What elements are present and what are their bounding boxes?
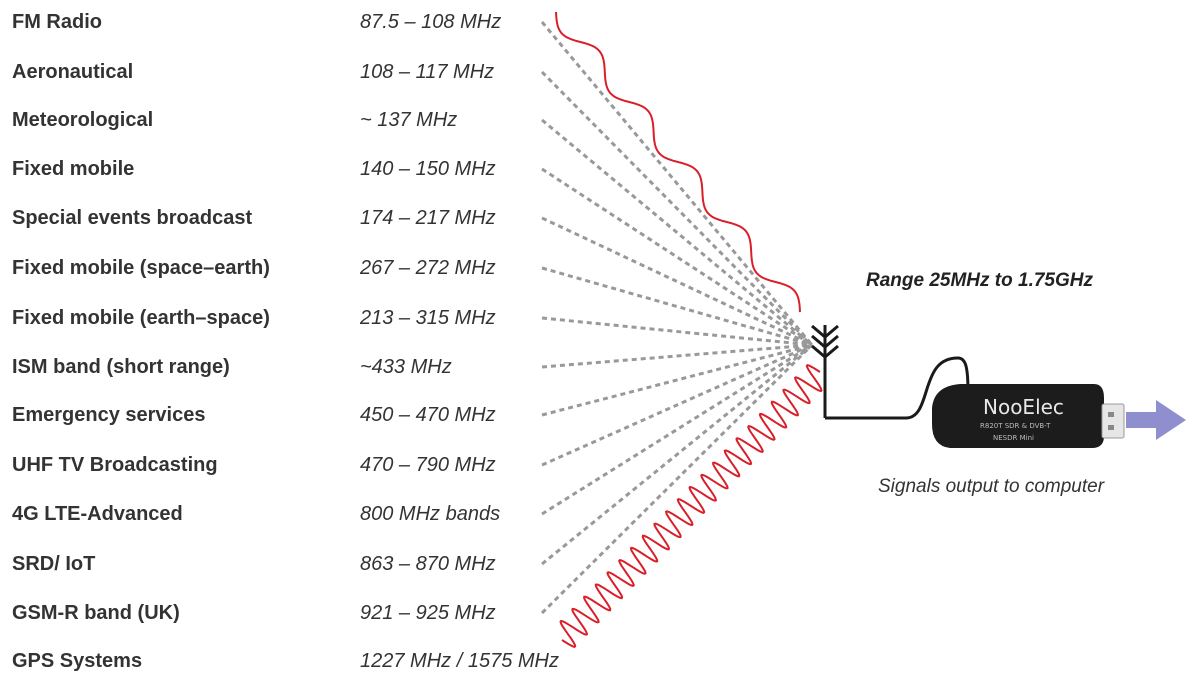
dongle-model: R820T SDR & DVB-T (980, 422, 1051, 430)
band-service: Special events broadcast (12, 207, 253, 229)
band-service: Meteorological (12, 109, 154, 131)
band-row: FM Radio 87.5 – 108 MHz (0, 7, 620, 37)
low-frequency-wave (555, 11, 801, 313)
band-row: Fixed mobile (space–earth) 267 – 272 MHz (0, 253, 620, 283)
band-frequency: 800 MHz bands (360, 503, 501, 525)
band-row: Special events broadcast 174 – 217 MHz (0, 203, 620, 233)
band-frequency: 108 – 117 MHz (360, 61, 495, 83)
band-service: FM Radio (12, 11, 102, 33)
band-row: Fixed mobile 140 – 150 MHz (0, 154, 620, 184)
signal-line (541, 167, 813, 347)
right-arrow-icon (1126, 400, 1186, 440)
band-row: Meteorological ~ 137 MHz (0, 105, 620, 135)
band-row: GPS Systems 1227 MHz / 1575 MHz (0, 646, 620, 676)
dongle-brand: NooElec (983, 395, 1064, 419)
band-service: 4G LTE-Advanced (12, 503, 183, 525)
usb-pin (1108, 425, 1114, 430)
high-frequency-wave (559, 363, 823, 649)
band-service: GSM-R band (UK) (12, 602, 180, 624)
band-frequency: 213 – 315 MHz (360, 307, 496, 329)
signal-line (541, 266, 813, 347)
band-row: UHF TV Broadcasting 470 – 790 MHz (0, 450, 620, 480)
band-frequency: 174 – 217 MHz (360, 207, 496, 229)
band-frequency: 87.5 – 108 MHz (360, 11, 502, 33)
band-frequency: 140 – 150 MHz (360, 158, 496, 180)
band-frequency: ~ 137 MHz (360, 109, 458, 131)
signal-lines (540, 21, 814, 615)
signal-line (541, 343, 813, 369)
band-frequency: 470 – 790 MHz (360, 454, 496, 476)
band-row: 4G LTE-Advanced 800 MHz bands (0, 499, 620, 529)
band-row: Fixed mobile (earth–space) 213 – 315 MHz (0, 303, 620, 333)
band-row: ISM band (short range) ~433 MHz (0, 352, 620, 382)
signal-line (540, 21, 814, 346)
signal-line (540, 70, 814, 347)
band-service: GPS Systems (12, 650, 143, 672)
band-frequency: ~433 MHz (360, 356, 452, 378)
band-service: Fixed mobile (space–earth) (12, 257, 270, 279)
band-row: GSM-R band (UK) 921 – 925 MHz (0, 598, 620, 628)
signal-line (541, 343, 813, 566)
range-label: Range 25MHz to 1.75GHz (866, 270, 1093, 291)
signal-line (541, 343, 813, 417)
band-frequency: 267 – 272 MHz (360, 257, 496, 279)
band-service: Fixed mobile (12, 158, 135, 180)
band-row: SRD/ IoT 863 – 870 MHz (0, 549, 620, 579)
band-service: UHF TV Broadcasting (12, 454, 218, 476)
band-service: Emergency services (12, 404, 206, 426)
usb-connector (1101, 403, 1125, 439)
usb-pin (1108, 412, 1114, 417)
usb-sdr-dongle: NooElec R820T SDR & DVB-T NESDR Mini (932, 384, 1125, 448)
band-frequency: 863 – 870 MHz (360, 553, 496, 575)
band-service: Fixed mobile (earth–space) (12, 307, 270, 329)
signal-line (541, 216, 813, 347)
signal-line (541, 343, 813, 467)
band-service: Aeronautical (12, 61, 134, 83)
band-service: SRD/ IoT (12, 553, 96, 575)
band-frequency: 1227 MHz / 1575 MHz (360, 650, 559, 672)
band-frequency: 450 – 470 MHz (360, 404, 496, 426)
band-row: Aeronautical 108 – 117 MHz (0, 57, 620, 87)
signal-line (541, 316, 813, 347)
antenna-icon (811, 324, 970, 420)
band-row: Emergency services 450 – 470 MHz (0, 400, 620, 430)
output-label: Signals output to computer (878, 476, 1105, 497)
band-frequency: 921 – 925 MHz (360, 602, 496, 624)
signal-line (541, 118, 813, 347)
signal-line (540, 343, 814, 615)
dongle-name: NESDR Mini (993, 434, 1034, 442)
signal-line (541, 343, 813, 516)
band-service: ISM band (short range) (12, 356, 230, 378)
